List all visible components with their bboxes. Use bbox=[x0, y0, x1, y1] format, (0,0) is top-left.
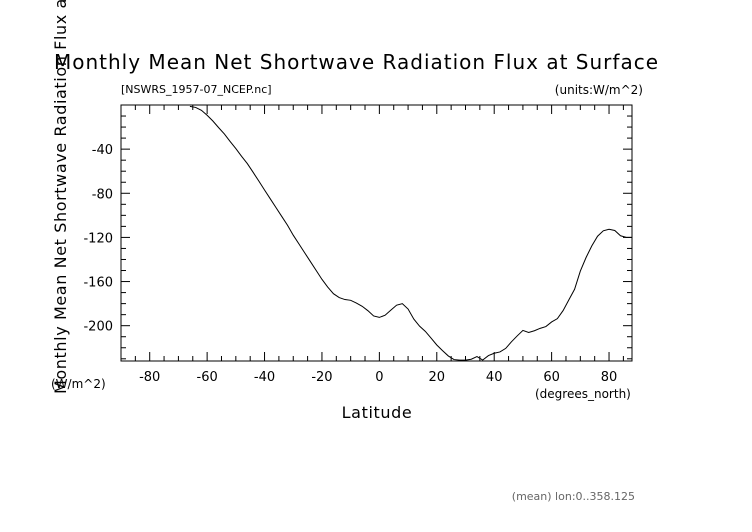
x-axis-tick-labels: -80 -60 -40 -20 0 20 40 60 80 bbox=[139, 370, 617, 385]
x-tick-label: -20 bbox=[311, 370, 332, 385]
units-label: (units:W/m^2) bbox=[555, 83, 643, 97]
x-tick-label: -60 bbox=[197, 370, 218, 385]
footer-label: (mean) lon:0..358.125 bbox=[512, 490, 635, 503]
file-label: [NSWRS_1957-07_NCEP.nc] bbox=[121, 83, 272, 96]
x-tick-label: 80 bbox=[601, 370, 618, 385]
x-axis-label: Latitude bbox=[342, 403, 413, 422]
y-axis-tick-labels: -40 -80 -120 -160 -200 bbox=[83, 143, 113, 335]
y-tick-label: -200 bbox=[83, 320, 113, 335]
plot-frame bbox=[120, 104, 633, 362]
y-tick-label: -40 bbox=[92, 143, 113, 158]
y-tick-label: -160 bbox=[83, 276, 113, 291]
x-tick-label: 40 bbox=[486, 370, 503, 385]
series-line bbox=[189, 105, 632, 361]
chart-title: Monthly Mean Net Shortwave Radiation Flu… bbox=[54, 50, 659, 74]
y-tick-label: -80 bbox=[92, 187, 113, 202]
x-tick-label: 0 bbox=[375, 370, 383, 385]
y-axis-ticks bbox=[121, 104, 632, 360]
x-tick-label: 60 bbox=[543, 370, 560, 385]
y-axis-label: Monthly Mean Net Shortwave Radiation Flu… bbox=[51, 0, 70, 394]
x-tick-label: -80 bbox=[139, 370, 160, 385]
x-tick-label: -40 bbox=[254, 370, 275, 385]
x-axis-ticks bbox=[120, 105, 624, 361]
x-axis-units-label: (degrees_north) bbox=[535, 387, 631, 401]
y-axis-units-label: (W/m^2) bbox=[51, 377, 106, 391]
y-tick-label: -120 bbox=[83, 231, 113, 246]
x-tick-label: 20 bbox=[429, 370, 446, 385]
